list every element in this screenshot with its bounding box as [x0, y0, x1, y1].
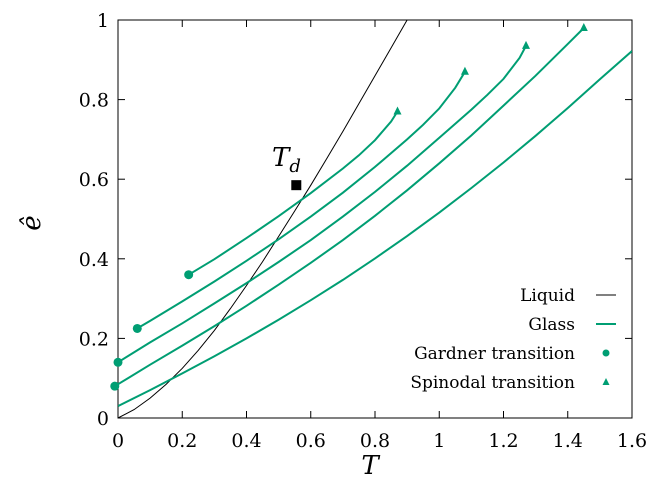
y-axis-label: ê	[17, 215, 47, 230]
x-tick-label: 0.8	[360, 430, 390, 452]
legend: Liquid Glass Gardner transition Spinodal tr…	[410, 286, 616, 393]
spinodal-point-1	[393, 106, 402, 115]
gardner-point-2	[113, 357, 123, 367]
gardner-point-4	[184, 270, 194, 280]
gardner-point-3	[132, 323, 142, 333]
td-label-subscript: d	[289, 156, 301, 177]
x-tick-label: 0	[112, 430, 124, 452]
glass-series-line-2	[118, 27, 585, 386]
spinodal-point-4	[579, 22, 588, 31]
axis-ticks	[117, 19, 633, 419]
x-tick-label: 1.2	[488, 430, 518, 452]
legend-swatch-circle	[602, 349, 610, 357]
x-tick-label: 0.2	[167, 430, 197, 452]
y-tick-label: 0	[97, 408, 109, 430]
y-tick-label: 0.2	[79, 328, 109, 350]
gardner-point-1	[110, 381, 120, 391]
legend-label: Gardner transition	[414, 344, 575, 364]
marker-layer	[110, 22, 588, 391]
glass-series-line-3	[118, 45, 527, 364]
glass-series-line-5	[188, 110, 399, 276]
glass-series-line-1	[118, 50, 632, 407]
td-label: Td	[272, 143, 301, 177]
y-tick-label: 0.6	[79, 169, 109, 191]
series-layer	[118, 20, 632, 418]
spinodal-point-3	[521, 40, 530, 49]
y-tick-label: 0.4	[79, 249, 109, 271]
legend-swatch-triangle	[602, 378, 610, 385]
td-marker	[291, 180, 302, 191]
legend-label: Spinodal transition	[410, 373, 575, 393]
x-tick-label: 0.4	[231, 430, 261, 452]
spinodal-point-2	[460, 66, 469, 75]
x-tick-label: 1	[433, 430, 445, 452]
legend-label: Glass	[528, 315, 575, 335]
x-tick-label: 0.6	[296, 430, 326, 452]
glass-series-line-4	[136, 71, 466, 330]
x-tick-label: 1.6	[617, 430, 647, 452]
td-annotation: Td	[272, 143, 301, 177]
x-tick-labels: 0 0.2 0.4 0.6 0.8 1 1.2 1.4 1.6	[112, 430, 647, 452]
td-label-main: T	[272, 143, 291, 173]
y-tick-labels: 0 0.2 0.4 0.6 0.8 1	[79, 10, 109, 430]
x-tick-label: 1.4	[553, 430, 583, 452]
y-tick-label: 0.8	[79, 90, 109, 112]
legend-label: Liquid	[520, 286, 575, 306]
x-axis-label: T	[361, 451, 380, 481]
y-tick-label: 1	[97, 10, 109, 32]
